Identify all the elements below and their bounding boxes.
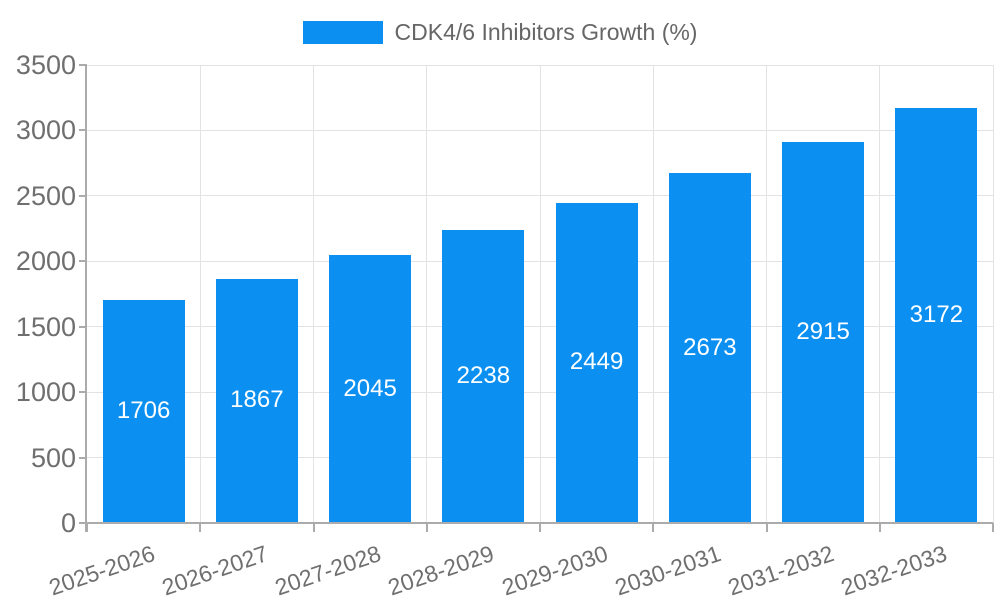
bar-value-label: 1706 [116,396,171,424]
bar[interactable]: 3172 [895,107,978,522]
bar[interactable]: 2449 [555,202,638,522]
x-axis-line [85,522,993,524]
y-axis-tick-label: 500 [30,442,76,473]
legend-item[interactable]: CDK4/6 Inhibitors Growth (%) [302,18,698,46]
v-gridline [539,65,541,523]
x-axis-tick-label: 2025-2026 [45,540,158,600]
y-axis-line [85,65,87,532]
bar-value-label: 1867 [230,386,284,414]
y-axis-tick-label: 0 [60,508,76,538]
y-axis-tick [79,194,87,197]
v-gridline [313,65,314,523]
v-gridline [766,65,767,523]
x-axis-tick-label: 2027-2028 [271,540,385,600]
y-axis-tick [79,260,87,263]
y-axis-tick-label: 3000 [15,115,76,146]
bar-value-label: 3172 [909,300,964,328]
y-axis-tick-label: 2500 [15,180,76,211]
y-axis-tick [79,64,87,66]
bar-value-label: 2673 [683,333,737,361]
x-axis-tick [652,523,655,532]
bar[interactable]: 1867 [215,278,298,522]
v-gridline [879,65,881,523]
legend: CDK4/6 Inhibitors Growth (%) [0,18,1000,46]
bar-value-label: 2915 [796,317,850,345]
bar[interactable]: 2915 [782,141,865,522]
x-axis-tick-label: 2030-2031 [611,540,725,600]
x-axis-tick [86,523,88,532]
y-axis-tick [79,129,87,132]
v-gridline [652,65,654,523]
y-axis-tick-label: 1500 [15,311,76,342]
x-axis-tick-label: 2028-2029 [385,540,498,600]
y-axis-tick [79,325,87,328]
y-axis-tick [79,456,87,459]
y-axis-tick-label: 3500 [15,50,76,80]
x-axis-tick [539,523,541,532]
y-axis-tick [79,522,87,524]
legend-label: CDK4/6 Inhibitors Growth (%) [394,18,698,45]
x-axis-tick [765,523,768,532]
x-axis-tick [199,523,202,532]
bar-value-label: 2045 [343,374,397,402]
bar-value-label: 2238 [456,362,511,390]
x-axis-tick-label: 2026-2027 [158,540,272,600]
y-axis-tick-label: 2000 [15,246,76,277]
x-axis-tick [878,523,881,532]
x-axis-tick-label: 2032-2033 [838,540,951,600]
x-axis-tick [312,523,315,532]
y-axis-tick-label: 1000 [15,377,76,408]
x-axis-tick [992,523,994,532]
bar[interactable]: 1706 [102,299,185,522]
bar[interactable]: 2673 [668,173,751,522]
x-axis-tick-label: 2031-2032 [724,540,838,600]
x-axis-tick [425,523,428,532]
bar-value-label: 2449 [569,348,624,376]
bar[interactable]: 2238 [442,230,525,522]
y-axis-tick [79,391,87,394]
v-gridline [426,65,428,523]
v-gridline [199,65,201,523]
legend-swatch-icon [302,20,383,44]
v-gridline [992,65,994,523]
x-axis-tick-label: 2029-2030 [498,540,611,600]
bar[interactable]: 2045 [329,255,412,522]
